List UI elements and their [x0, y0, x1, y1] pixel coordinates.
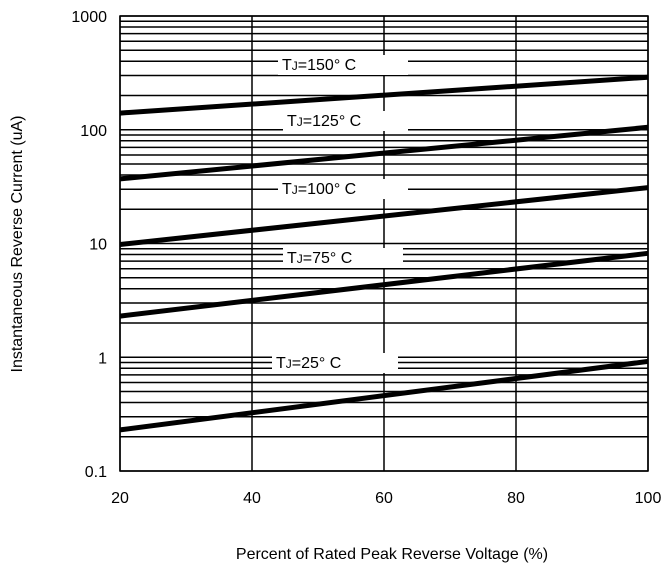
- series-line: [119, 358, 649, 433]
- x-tick-label: 80: [507, 490, 525, 507]
- x-axis-label: Percent of Rated Peak Reverse Voltage (%…: [236, 546, 548, 563]
- x-tick-label: 60: [375, 490, 393, 507]
- series-label: TJ=25° C: [276, 355, 341, 372]
- series-label: TJ=150° C: [282, 57, 356, 74]
- series-label: TJ=125° C: [287, 113, 361, 130]
- series-label: TJ=100° C: [282, 181, 356, 198]
- series-label-bg: [283, 111, 408, 131]
- series-label-bg: [278, 179, 408, 199]
- series-labels: TJ=150° C TJ=125° C TJ=100° C TJ=75° C TJ=25…: [272, 55, 408, 373]
- series-label-bg: [272, 353, 398, 373]
- y-tick-label: 0.1: [85, 464, 107, 481]
- series-label-bg: [283, 248, 403, 268]
- series-line: [119, 74, 649, 116]
- series-line: [119, 185, 649, 247]
- series-label: TJ=75° C: [287, 250, 352, 267]
- y-tick-label: 1: [98, 350, 107, 367]
- y-axis-label: Instantaneous Reverse Current (uA): [9, 115, 26, 372]
- y-tick-label: 1000: [71, 9, 107, 26]
- x-tick-label: 40: [243, 490, 261, 507]
- y-tick-label: 10: [89, 237, 107, 254]
- x-tick-label: 100: [635, 490, 662, 507]
- series-lines: [119, 74, 649, 433]
- tick-labels: 20 40 60 80 100 0.1 1 10 100 1000: [71, 9, 661, 507]
- series-line: [119, 124, 649, 182]
- series-line: [119, 250, 649, 319]
- x-tick-label: 20: [111, 490, 129, 507]
- series-label-bg: [278, 55, 408, 75]
- y-tick-label: 100: [80, 123, 107, 140]
